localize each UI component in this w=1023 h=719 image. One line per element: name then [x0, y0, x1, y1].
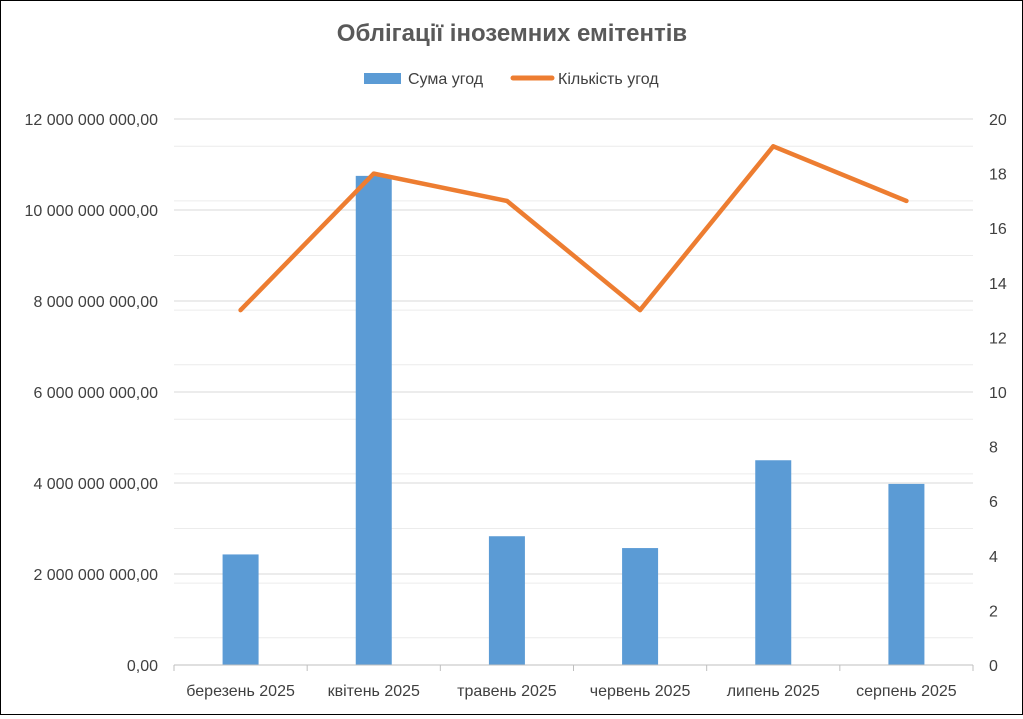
line-layer	[238, 144, 909, 313]
bar	[222, 554, 259, 665]
y-right-tick-label: 20	[989, 112, 1007, 129]
labels-layer: 0,00 2 000 000 000,00 4 000 000 000,00 6 00…	[25, 112, 1007, 700]
y-left-tick-label: 12 000 000 000,00	[25, 112, 159, 129]
legend: Сума угод Кількість угод	[364, 71, 659, 88]
bar	[755, 460, 792, 665]
bar	[622, 548, 659, 665]
x-tick-label: квітень 2025	[328, 683, 420, 700]
chart-title: Облігації іноземних емітентів	[337, 20, 687, 47]
y-right-tick-label: 18	[989, 167, 1007, 184]
y-right-tick-label: 10	[989, 385, 1007, 402]
line-point	[371, 171, 376, 176]
y-left-tick-label: 0,00	[127, 658, 158, 675]
y-right-tick-label: 12	[989, 330, 1007, 347]
grid-layer	[174, 118, 973, 639]
y-right-tick-label: 8	[989, 440, 998, 457]
y-left-tick-label: 4 000 000 000,00	[33, 476, 158, 493]
y-left-tick-label: 6 000 000 000,00	[33, 385, 158, 402]
y-right-tick-label: 16	[989, 221, 1007, 238]
line-point	[638, 308, 643, 313]
bar	[888, 483, 925, 665]
bar	[355, 175, 392, 665]
x-tick-label: липень 2025	[727, 683, 820, 700]
x-tick-label: березень 2025	[186, 683, 295, 700]
legend-swatch-bar	[364, 73, 401, 84]
y-right-tick-label: 14	[989, 276, 1007, 293]
y-left-tick-label: 10 000 000 000,00	[25, 203, 159, 220]
bars-layer	[222, 175, 925, 665]
line-series	[238, 144, 909, 313]
line-point	[238, 308, 243, 313]
y-left-tick-label: 2 000 000 000,00	[33, 567, 158, 584]
y-right-tick-label: 4	[989, 549, 998, 566]
line-point	[504, 198, 509, 203]
y-right-tick-label: 6	[989, 494, 998, 511]
y-left-tick-label: 8 000 000 000,00	[33, 294, 158, 311]
bar	[488, 536, 525, 665]
legend-label-bar: Сума угод	[408, 71, 484, 88]
legend-label-line: Кількість угод	[558, 71, 659, 88]
x-tick-label: серпень 2025	[856, 683, 957, 700]
x-tick-label: червень 2025	[590, 683, 691, 700]
axis-layer	[173, 664, 974, 671]
y-right-tick-label: 0	[989, 658, 998, 675]
line-point	[771, 144, 776, 149]
y-right-tick-label: 2	[989, 603, 998, 620]
x-tick-label: травень 2025	[457, 683, 557, 700]
line-point	[904, 198, 909, 203]
